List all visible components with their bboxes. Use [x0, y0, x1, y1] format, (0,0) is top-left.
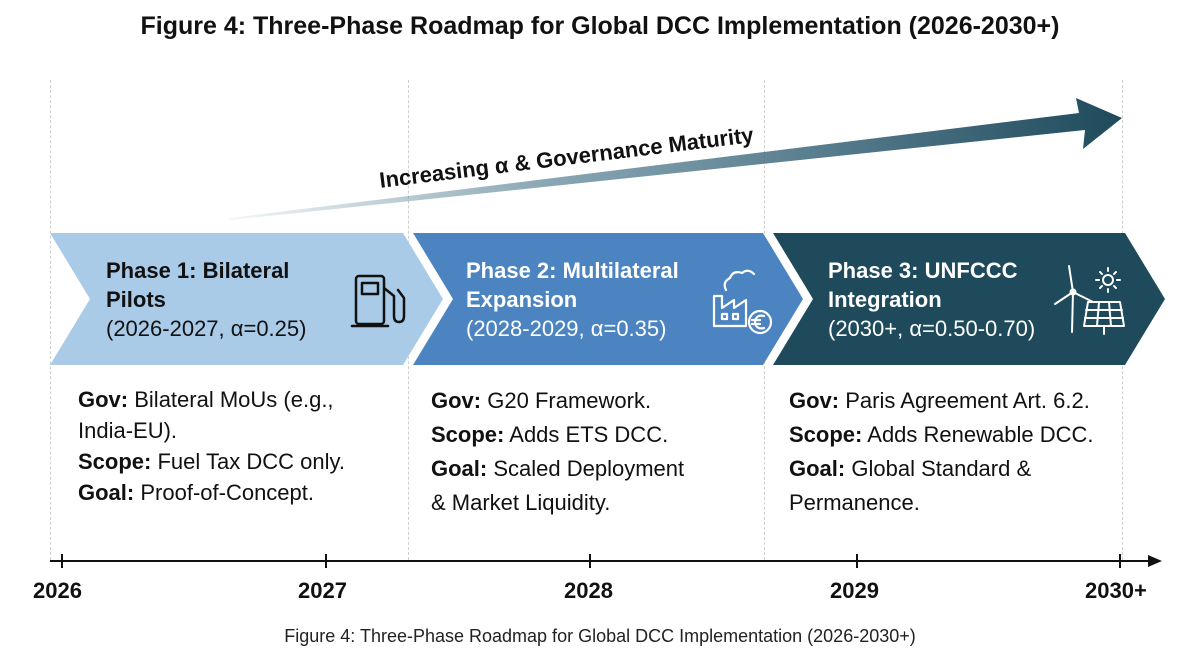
gov-text: Paris Agreement Art. 6.2. [845, 388, 1090, 413]
year-label-2028: 2028 [564, 578, 613, 603]
gov-text: G20 Framework. [487, 388, 652, 413]
goal-text: Scaled Deployment [493, 456, 685, 481]
phase-3-chevron [773, 233, 1165, 365]
phase-2-goal: Goal: Scaled Deployment [431, 452, 751, 486]
phase-2-header: Phase 2: Multilateral Expansion (2028-20… [466, 256, 716, 343]
scope-text: Fuel Tax DCC only. [157, 449, 345, 474]
phase-3-details: Gov: Paris Agreement Art. 6.2. Scope: Ad… [789, 384, 1139, 520]
trend-arrow [230, 98, 1122, 220]
phase-2-subtitle: (2028-2029, α=0.35) [466, 316, 667, 341]
gov-key: Gov: [789, 388, 840, 413]
phase-1-header: Phase 1: Bilateral Pilots (2026-2027, α=… [106, 256, 356, 343]
phase-2-title-line1: Phase 2: Multilateral [466, 258, 679, 283]
phase-1-scope: Scope: Fuel Tax DCC only. [78, 446, 378, 477]
phase-2-title-line2: Expansion [466, 287, 578, 312]
figure-title: Figure 4: Three-Phase Roadmap for Global… [140, 12, 1060, 40]
figure-caption: Figure 4: Three-Phase Roadmap for Global… [284, 626, 916, 646]
year-label-2027: 2027 [298, 578, 347, 603]
phase-3-title-line2: Integration [828, 287, 942, 312]
phase-2-goal-cont: & Market Liquidity. [431, 490, 611, 515]
phase-1-title-line2: Pilots [106, 287, 166, 312]
year-label-2029: 2029 [830, 578, 879, 603]
phase-2-chevron [413, 233, 803, 365]
gov-key: Gov: [78, 387, 129, 412]
phase-3-header: Phase 3: UNFCCC Integration (2030+, α=0.… [828, 256, 1078, 343]
scope-key: Scope: [789, 422, 863, 447]
timeline-arrowhead [1148, 555, 1162, 567]
scope-key: Scope: [431, 422, 505, 447]
guide-line-2026 [50, 80, 51, 560]
gov-text: Bilateral MoUs (e.g., [134, 387, 334, 412]
gov-key: Gov: [431, 388, 482, 413]
goal-text: Proof-of-Concept. [140, 480, 314, 505]
factory-euro-icon [712, 269, 773, 335]
goal-key: Goal: [431, 456, 488, 481]
phase-3-gov: Gov: Paris Agreement Art. 6.2. [789, 384, 1139, 418]
phase-1-title-line1: Phase 1: Bilateral [106, 258, 290, 283]
fuel-pump-icon [350, 274, 406, 328]
phase-1-chevron [50, 233, 443, 365]
goal-text: Global Standard & [851, 456, 1032, 481]
phase-3-goal: Goal: Global Standard & [789, 452, 1139, 486]
year-label-2030-plus: 2030+ [1085, 578, 1147, 603]
phase-1-details: Gov: Bilateral MoUs (e.g., India-EU). Sc… [78, 384, 378, 508]
goal-key: Goal: [78, 480, 135, 505]
scope-text: Adds ETS DCC. [509, 422, 669, 447]
goal-key: Goal: [789, 456, 846, 481]
phase-3-goal-cont: Permanence. [789, 490, 920, 515]
phase-2-gov: Gov: G20 Framework. [431, 384, 751, 418]
phase-3-subtitle: (2030+, α=0.50-0.70) [828, 316, 1036, 341]
year-label-2026: 2026 [33, 578, 82, 603]
phase-1-goal: Goal: Proof-of-Concept. [78, 477, 378, 508]
phase-2-details: Gov: G20 Framework. Scope: Adds ETS DCC.… [431, 384, 751, 520]
scope-key: Scope: [78, 449, 152, 474]
phase-2-scope: Scope: Adds ETS DCC. [431, 418, 751, 452]
phase-3-scope: Scope: Adds Renewable DCC. [789, 418, 1139, 452]
phase-1-gov: Gov: Bilateral MoUs (e.g., [78, 384, 378, 415]
phase-1-subtitle: (2026-2027, α=0.25) [106, 316, 307, 341]
wind-solar-icon [1054, 265, 1125, 335]
phase-1-gov-cont: India-EU). [78, 418, 178, 443]
scope-text: Adds Renewable DCC. [867, 422, 1094, 447]
phase-3-title-line1: Phase 3: UNFCCC [828, 258, 1018, 283]
